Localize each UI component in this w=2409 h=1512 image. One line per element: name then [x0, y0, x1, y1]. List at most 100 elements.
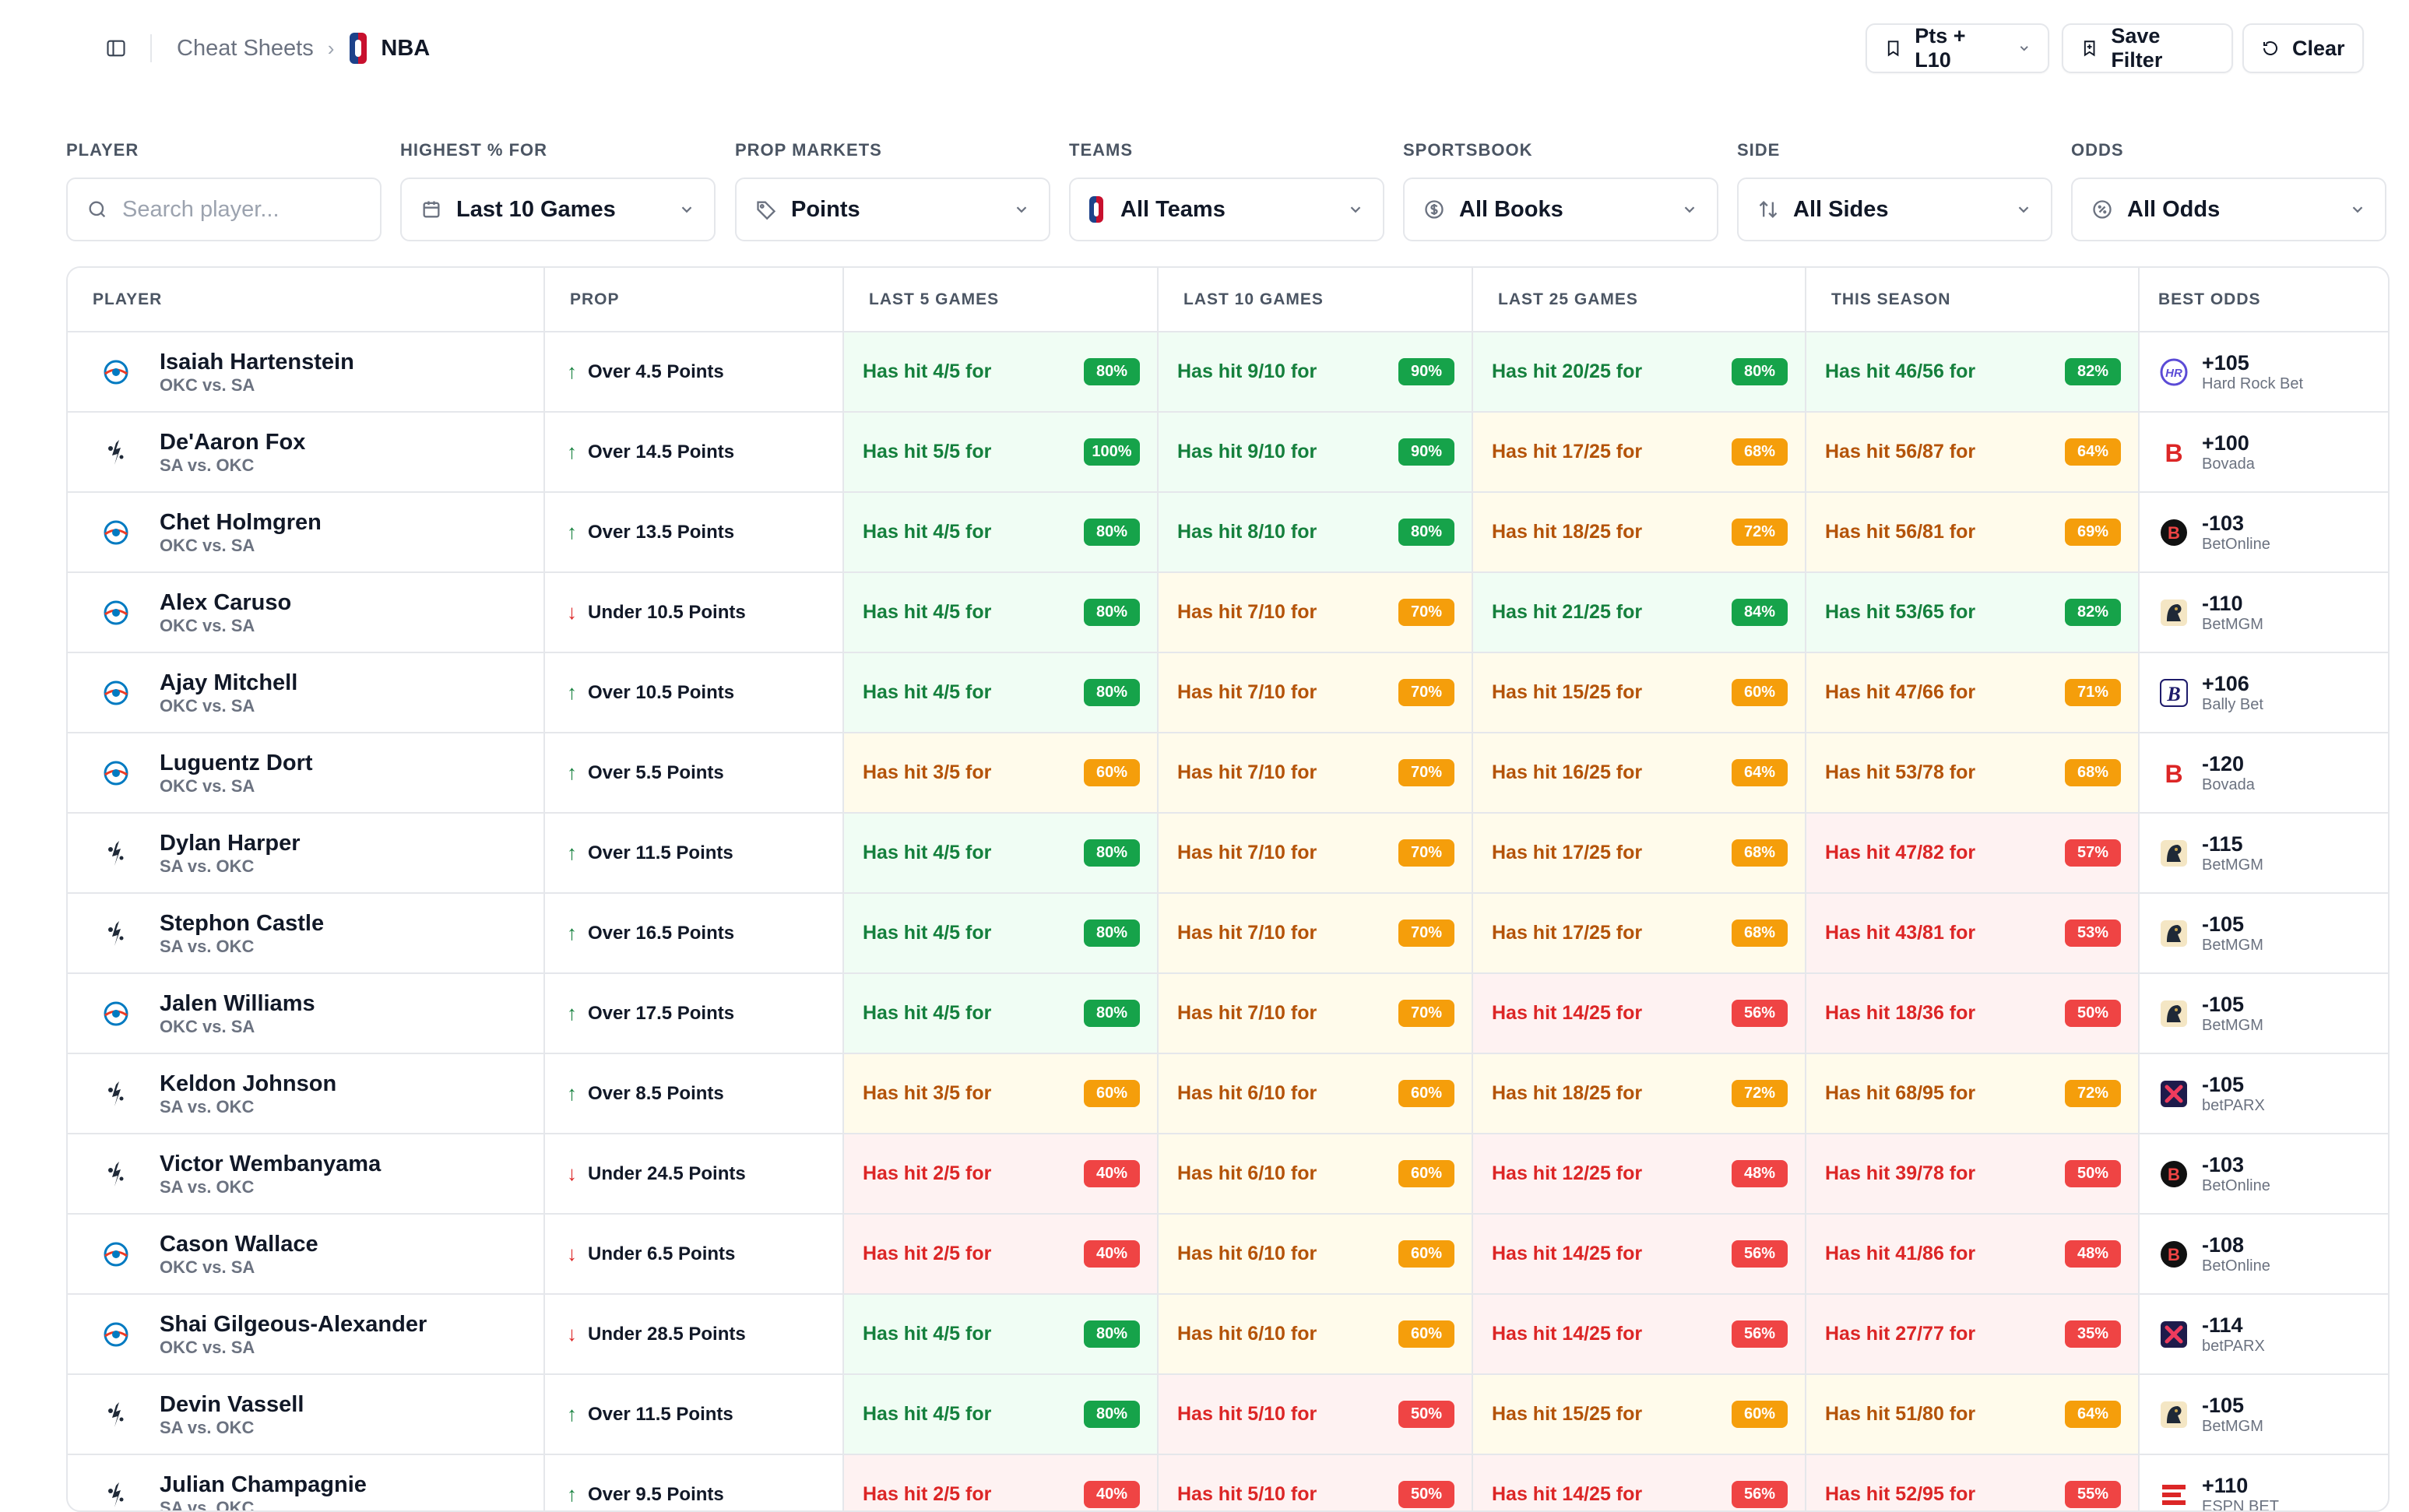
best-odds-cell[interactable]: B +106 Bally Bet	[2139, 652, 2390, 733]
player-name[interactable]: Chet Holmgren	[160, 509, 322, 536]
matchup: SA vs. OKC	[160, 856, 301, 877]
player-name[interactable]: Isaiah Hartenstein	[160, 349, 354, 375]
betmgm-logo-icon	[2158, 1399, 2189, 1430]
player-cell: Keldon Johnson SA vs. OKC	[68, 1053, 544, 1134]
best-odds-cell[interactable]: -105 BetMGM	[2139, 973, 2390, 1053]
hit-rate-badge: 60%	[1398, 1160, 1454, 1187]
best-odds-cell[interactable]: B -103 BetOnline	[2139, 1134, 2390, 1214]
sidebar-toggle-button[interactable]	[98, 34, 134, 62]
player-name[interactable]: Ajay Mitchell	[160, 670, 297, 696]
saved-filter-dropdown[interactable]: Pts + L10	[1866, 23, 2049, 73]
search-player-input[interactable]	[122, 197, 361, 223]
hit-text: Has hit 6/10 for	[1177, 1082, 1317, 1105]
hit-rate-badge: 40%	[1084, 1481, 1140, 1508]
player-name[interactable]: Jalen Williams	[160, 990, 315, 1017]
hit-text: Has hit 53/78 for	[1825, 761, 1975, 784]
table-row[interactable]: Luguentz Dort OKC vs. SA ↑Over 5.5 Point…	[68, 733, 2390, 813]
player-name[interactable]: Luguentz Dort	[160, 750, 313, 776]
column-header-player[interactable]: PLAYER	[68, 268, 544, 332]
matchup: SA vs. OKC	[160, 937, 324, 957]
breadcrumb-current-label: NBA	[381, 36, 430, 62]
odds-value: +110	[2202, 1474, 2279, 1497]
save-filter-button[interactable]: Save Filter	[2062, 23, 2233, 73]
player-name[interactable]: Dylan Harper	[160, 830, 301, 856]
hit-rate-badge: 70%	[1398, 679, 1454, 706]
player-name[interactable]: Julian Champagnie	[160, 1472, 367, 1498]
player-name[interactable]: Alex Caruso	[160, 589, 291, 616]
table-row[interactable]: Cason Wallace OKC vs. SA ↓Under 6.5 Poin…	[68, 1214, 2390, 1294]
column-header-last-25[interactable]: LAST 25 GAMES	[1472, 268, 1806, 332]
hit-text: Has hit 14/25 for	[1492, 1323, 1642, 1345]
search-icon	[86, 199, 108, 220]
player-cell: Alex Caruso OKC vs. SA	[68, 572, 544, 652]
best-odds-cell[interactable]: -114 betPARX	[2139, 1294, 2390, 1374]
best-odds-cell[interactable]: B +100 Bovada	[2139, 412, 2390, 492]
table-row[interactable]: Chet Holmgren OKC vs. SA ↑Over 13.5 Poin…	[68, 492, 2390, 572]
best-odds-cell[interactable]: HR +105 Hard Rock Bet	[2139, 332, 2390, 412]
table-row[interactable]: Jalen Williams OKC vs. SA ↑Over 17.5 Poi…	[68, 973, 2390, 1053]
table-header-row: PLAYER PROP LAST 5 GAMES LAST 10 GAMES L…	[68, 268, 2390, 332]
svg-text:B: B	[2165, 439, 2182, 467]
teams-select[interactable]: All Teams	[1069, 178, 1384, 241]
espn-bet-logo-icon	[2158, 1479, 2189, 1510]
sportsbook-select[interactable]: All Books	[1403, 178, 1718, 241]
matchup: OKC vs. SA	[160, 696, 297, 716]
best-odds-cell[interactable]: -115 BetMGM	[2139, 813, 2390, 893]
table-row[interactable]: De'Aaron Fox SA vs. OKC ↑Over 14.5 Point…	[68, 412, 2390, 492]
table-row[interactable]: Julian Champagnie SA vs. OKC ↑Over 9.5 P…	[68, 1454, 2390, 1512]
best-odds-cell[interactable]: -105 betPARX	[2139, 1053, 2390, 1134]
highest-select[interactable]: Last 10 Games	[400, 178, 716, 241]
hit-rate-badge: 35%	[2065, 1320, 2121, 1348]
breadcrumb-cheat-sheets[interactable]: Cheat Sheets	[177, 36, 314, 62]
player-name[interactable]: Victor Wembanyama	[160, 1151, 381, 1177]
table-row[interactable]: Keldon Johnson SA vs. OKC ↑Over 8.5 Poin…	[68, 1053, 2390, 1134]
best-odds-cell[interactable]: B -103 BetOnline	[2139, 492, 2390, 572]
table-row[interactable]: Isaiah Hartenstein OKC vs. SA ↑Over 4.5 …	[68, 332, 2390, 412]
prop-cell: ↑Over 17.5 Points	[544, 973, 843, 1053]
hit-text: Has hit 14/25 for	[1492, 1243, 1642, 1265]
best-odds-cell[interactable]: -105 BetMGM	[2139, 1374, 2390, 1454]
best-odds-cell[interactable]: +110 ESPN BET	[2139, 1454, 2390, 1512]
clear-button[interactable]: Clear	[2242, 23, 2364, 73]
player-name[interactable]: Stephon Castle	[160, 910, 324, 937]
best-odds-cell[interactable]: -105 BetMGM	[2139, 893, 2390, 973]
markets-select[interactable]: Points	[735, 178, 1050, 241]
clear-label: Clear	[2292, 37, 2345, 61]
column-header-last-5[interactable]: LAST 5 GAMES	[843, 268, 1158, 332]
player-name[interactable]: Devin Vassell	[160, 1391, 304, 1418]
player-name[interactable]: Shai Gilgeous-Alexander	[160, 1311, 427, 1338]
table-row[interactable]: Devin Vassell SA vs. OKC ↑Over 11.5 Poin…	[68, 1374, 2390, 1454]
nba-logo-icon	[350, 33, 367, 64]
column-header-prop[interactable]: PROP	[544, 268, 843, 332]
table-row[interactable]: Victor Wembanyama SA vs. OKC ↓Under 24.5…	[68, 1134, 2390, 1214]
hard-rock-bet-logo-icon: HR	[2158, 357, 2189, 388]
chevron-right-icon: ›	[328, 37, 335, 61]
table-row[interactable]: Dylan Harper SA vs. OKC ↑Over 11.5 Point…	[68, 813, 2390, 893]
column-header-season[interactable]: THIS SEASON	[1806, 268, 2139, 332]
best-odds-cell[interactable]: B -108 BetOnline	[2139, 1214, 2390, 1294]
best-odds-cell[interactable]: B -120 Bovada	[2139, 733, 2390, 813]
top-bar: Cheat Sheets › NBA Pts + L10 Save Filter…	[0, 0, 2409, 97]
sort-arrows-icon	[1757, 199, 1779, 220]
table-row[interactable]: Shai Gilgeous-Alexander OKC vs. SA ↓Unde…	[68, 1294, 2390, 1374]
odds-select[interactable]: All Odds	[2071, 178, 2386, 241]
tag-icon	[755, 199, 777, 220]
column-header-best-odds[interactable]: BEST ODDS	[2139, 268, 2390, 332]
best-odds-cell[interactable]: -110 BetMGM	[2139, 572, 2390, 652]
chevron-down-icon	[1347, 201, 1364, 218]
table-row[interactable]: Ajay Mitchell OKC vs. SA ↑Over 10.5 Poin…	[68, 652, 2390, 733]
table-row[interactable]: Stephon Castle SA vs. OKC ↑Over 16.5 Poi…	[68, 893, 2390, 973]
side-select[interactable]: All Sides	[1737, 178, 2052, 241]
player-name[interactable]: De'Aaron Fox	[160, 429, 305, 455]
table-row[interactable]: Alex Caruso OKC vs. SA ↓Under 10.5 Point…	[68, 572, 2390, 652]
player-name[interactable]: Cason Wallace	[160, 1231, 318, 1257]
column-header-last-10[interactable]: LAST 10 GAMES	[1158, 268, 1472, 332]
player-name[interactable]: Keldon Johnson	[160, 1071, 336, 1097]
